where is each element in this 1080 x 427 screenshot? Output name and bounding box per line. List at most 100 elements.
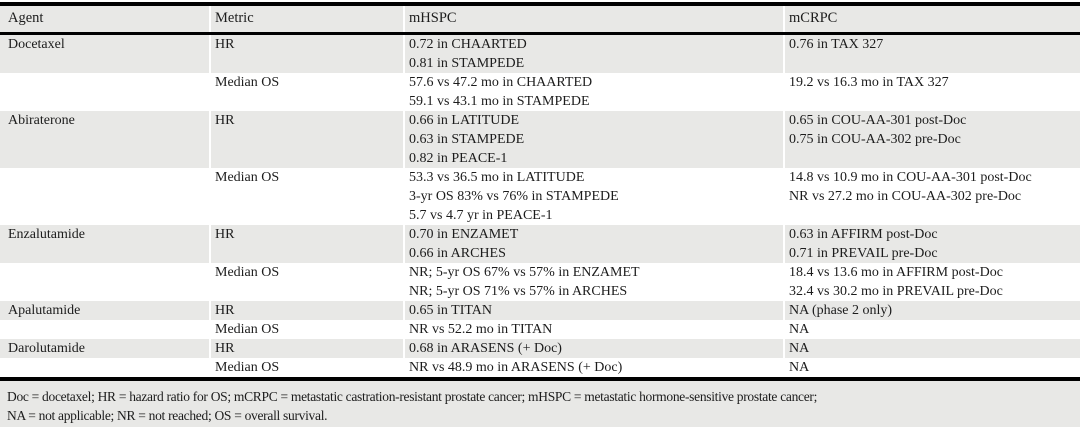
cell-mhspc: 0.70 in ENZAMET 0.66 in ARCHES bbox=[403, 224, 784, 263]
cell-mhspc: 53.3 vs 36.5 mo in LATITUDE 3-yr OS 83% v… bbox=[403, 167, 784, 225]
top-rule bbox=[0, 2, 1080, 6]
cell-mhspc: NR; 5-yr OS 67% vs 57% in ENZAMET NR; 5-y… bbox=[403, 262, 784, 301]
cell-line: 57.6 vs 47.2 mo in CHAARTED bbox=[409, 74, 593, 90]
footnote-line: NA = not applicable; NR = not reached; O… bbox=[7, 407, 328, 423]
cell-line: Apalutamide bbox=[8, 302, 81, 318]
cell-line: HR bbox=[215, 340, 235, 356]
cell-line: 0.72 in CHAARTED bbox=[409, 36, 527, 52]
cell-mcrpc: 18.4 vs 13.6 mo in AFFIRM post-Doc 32.4 v… bbox=[783, 262, 1080, 301]
cell-agent bbox=[0, 167, 210, 225]
cell-metric: HR bbox=[209, 110, 404, 168]
cell-line: HR bbox=[215, 36, 235, 52]
column-header-mcrpc: mCRPC bbox=[783, 6, 1080, 35]
cell-agent bbox=[0, 72, 210, 111]
cell-mcrpc: 0.63 in AFFIRM post-Doc 0.71 in PREVAIL p… bbox=[783, 224, 1080, 263]
cell-line: 0.63 in AFFIRM post-Doc bbox=[789, 226, 938, 242]
cell-mhspc: NR vs 52.2 mo in TITAN bbox=[403, 319, 784, 339]
cell-line: HR bbox=[215, 302, 235, 318]
cell-mcrpc: NA (phase 2 only) bbox=[783, 300, 1080, 320]
cell-line: 0.76 in TAX 327 bbox=[789, 36, 884, 52]
top-margin bbox=[0, 0, 1080, 2]
cell-mcrpc: NA bbox=[783, 319, 1080, 339]
cell-line: NR vs 27.2 mo in COU-AA-302 pre-Doc bbox=[789, 188, 1022, 204]
footnote-line: Doc = docetaxel; HR = hazard ratio for O… bbox=[7, 388, 818, 404]
cell-line: 0.63 in STAMPEDE bbox=[409, 131, 525, 147]
trial-outcomes-table: Agent Metric mHSPC mCRPC Docetaxel HR 0.… bbox=[0, 6, 1080, 377]
cell-metric: Median OS bbox=[209, 72, 404, 111]
cell-mhspc: 0.68 in ARASENS (+ Doc) bbox=[403, 338, 784, 358]
cell-line: Median OS bbox=[215, 264, 280, 280]
cell-line: Enzalutamide bbox=[8, 226, 85, 242]
footnote: Doc = docetaxel; HR = hazard ratio for O… bbox=[0, 380, 1080, 427]
cell-line: 59.1 vs 43.1 mo in STAMPEDE bbox=[409, 93, 590, 109]
table-row: Median OS 53.3 vs 36.5 mo in LATITUDE 3-y… bbox=[0, 167, 1080, 225]
cell-line: Abiraterone bbox=[8, 112, 75, 128]
cell-agent bbox=[0, 319, 210, 339]
cell-metric: Median OS bbox=[209, 262, 404, 301]
table-row: Enzalutamide HR 0.70 in ENZAMET 0.66 in A… bbox=[0, 224, 1080, 263]
cell-line: 53.3 vs 36.5 mo in LATITUDE bbox=[409, 169, 585, 185]
cell-metric: HR bbox=[209, 338, 404, 358]
cell-line: Docetaxel bbox=[8, 36, 65, 52]
cell-mcrpc: 19.2 vs 16.3 mo in TAX 327 bbox=[783, 72, 1080, 111]
cell-mcrpc: 14.8 vs 10.9 mo in COU-AA-301 post-Doc NR… bbox=[783, 167, 1080, 225]
cell-line: NA bbox=[789, 340, 810, 356]
cell-mcrpc: 0.76 in TAX 327 bbox=[783, 33, 1080, 73]
cell-line: 0.75 in COU-AA-302 pre-Doc bbox=[789, 131, 961, 147]
cell-line: Darolutamide bbox=[8, 340, 85, 356]
cell-line: 0.66 in ARCHES bbox=[409, 245, 506, 261]
cell-agent: Docetaxel bbox=[0, 33, 210, 73]
cell-mcrpc: NA bbox=[783, 338, 1080, 358]
table-row: Median OS NR vs 52.2 mo in TITAN NA bbox=[0, 319, 1080, 339]
cell-agent: Darolutamide bbox=[0, 338, 210, 358]
cell-agent bbox=[0, 357, 210, 377]
cell-line: Median OS bbox=[215, 169, 280, 185]
cell-line: NR; 5-yr OS 71% vs 57% in ARCHES bbox=[409, 283, 628, 299]
cell-line: NR; 5-yr OS 67% vs 57% in ENZAMET bbox=[409, 264, 640, 280]
cell-line: NA bbox=[789, 321, 810, 337]
cell-line: Median OS bbox=[215, 74, 280, 90]
cell-metric: Median OS bbox=[209, 357, 404, 377]
table-row: Apalutamide HR 0.65 in TITAN NA (phase 2… bbox=[0, 300, 1080, 320]
cell-line: NA (phase 2 only) bbox=[789, 302, 893, 318]
cell-metric: HR bbox=[209, 224, 404, 263]
cell-metric: HR bbox=[209, 33, 404, 73]
cell-metric: HR bbox=[209, 300, 404, 320]
table-row: Median OS 57.6 vs 47.2 mo in CHAARTED 59.… bbox=[0, 72, 1080, 111]
cell-agent bbox=[0, 262, 210, 301]
cell-agent: Abiraterone bbox=[0, 110, 210, 168]
column-header-metric: Metric bbox=[209, 6, 404, 35]
cell-mhspc: 0.72 in CHAARTED 0.81 in STAMPEDE bbox=[403, 33, 784, 73]
table-row: Darolutamide HR 0.68 in ARASENS (+ Doc) … bbox=[0, 338, 1080, 358]
cell-metric: Median OS bbox=[209, 319, 404, 339]
cell-line: 0.70 in ENZAMET bbox=[409, 226, 519, 242]
column-header-mhspc: mHSPC bbox=[403, 6, 784, 35]
cell-line: HR bbox=[215, 112, 235, 128]
table-row: Median OS NR; 5-yr OS 67% vs 57% in ENZA… bbox=[0, 262, 1080, 301]
cell-line: 0.81 in STAMPEDE bbox=[409, 55, 525, 71]
table-row: Median OS NR vs 48.9 mo in ARASENS (+ Do… bbox=[0, 357, 1080, 377]
cell-line: NR vs 52.2 mo in TITAN bbox=[409, 321, 553, 337]
cell-line: 19.2 vs 16.3 mo in TAX 327 bbox=[789, 74, 949, 90]
cell-line: 0.65 in COU-AA-301 post-Doc bbox=[789, 112, 967, 128]
column-header-agent: Agent bbox=[0, 6, 210, 35]
cell-line: 18.4 vs 13.6 mo in AFFIRM post-Doc bbox=[789, 264, 1003, 280]
cell-metric: Median OS bbox=[209, 167, 404, 225]
cell-line: Median OS bbox=[215, 321, 280, 337]
cell-mhspc: 57.6 vs 47.2 mo in CHAARTED 59.1 vs 43.1 … bbox=[403, 72, 784, 111]
cell-line: 0.68 in ARASENS (+ Doc) bbox=[409, 340, 562, 356]
cell-line: NR vs 48.9 mo in ARASENS (+ Doc) bbox=[409, 359, 623, 375]
header-row: Agent Metric mHSPC mCRPC bbox=[0, 6, 1080, 35]
cell-mhspc: NR vs 48.9 mo in ARASENS (+ Doc) bbox=[403, 357, 784, 377]
table-row: Abiraterone HR 0.66 in LATITUDE 0.63 in S… bbox=[0, 110, 1080, 168]
cell-line: 3-yr OS 83% vs 76% in STAMPEDE bbox=[409, 188, 619, 204]
cell-line: 0.82 in PEACE-1 bbox=[409, 150, 508, 166]
cell-line: 0.66 in LATITUDE bbox=[409, 112, 520, 128]
cell-line: 0.71 in PREVAIL pre-Doc bbox=[789, 245, 938, 261]
cell-mhspc: 0.66 in LATITUDE 0.63 in STAMPEDE 0.82 in … bbox=[403, 110, 784, 168]
cell-agent: Enzalutamide bbox=[0, 224, 210, 263]
cell-line: 0.65 in TITAN bbox=[409, 302, 493, 318]
cell-mcrpc: 0.65 in COU-AA-301 post-Doc 0.75 in COU-A… bbox=[783, 110, 1080, 168]
cell-mhspc: 0.65 in TITAN bbox=[403, 300, 784, 320]
